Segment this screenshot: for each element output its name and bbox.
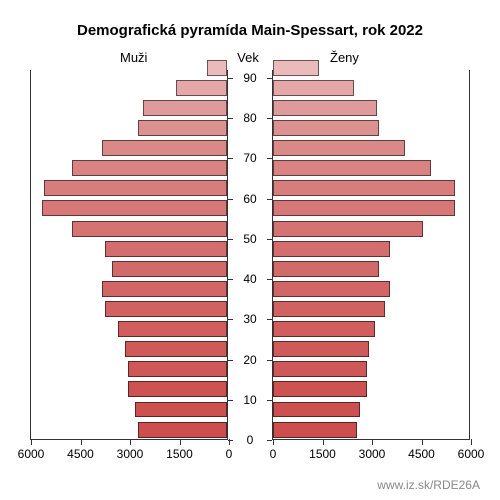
bar-men [112,261,228,277]
bar-men [42,200,227,216]
bar-women [273,180,455,196]
bar-women [273,422,357,438]
x-tick: 4500 [67,447,94,461]
y-tick: 50 [243,232,256,246]
bar-women [273,341,369,357]
x-tick: 0 [226,447,233,461]
x-tick: 0 [270,447,277,461]
bar-men [102,140,227,156]
chart-title: Demografická pyramída Main-Spessart, rok… [0,22,500,39]
bar-women [273,200,455,216]
y-tick: 20 [243,353,256,367]
label-women: Ženy [330,50,359,65]
bar-women [273,321,375,337]
bar-men [44,180,227,196]
right-half: 01500300045006000 [272,70,470,440]
bar-women [273,140,405,156]
bar-women [273,120,379,136]
bar-women [273,100,377,116]
bar-women [273,221,423,237]
bar-men [128,361,227,377]
bar-women [273,281,390,297]
bar-women [273,361,367,377]
bar-women [273,381,367,397]
bar-men [138,422,227,438]
x-tick: 1500 [166,447,193,461]
bar-men [135,402,227,418]
bar-men [207,60,227,76]
bar-men [138,120,227,136]
bar-men [176,80,227,96]
bar-men [72,160,227,176]
x-tick: 1500 [309,447,336,461]
bar-men [105,241,227,257]
bar-men [102,281,227,297]
left-half: 01500300045006000 [30,70,228,440]
y-tick: 90 [243,71,256,85]
footer-text: www.iz.sk/RDE26A [377,478,480,492]
bar-women [273,241,390,257]
bar-men [72,221,227,237]
y-tick: 0 [247,433,254,447]
y-tick: 10 [243,393,256,407]
y-tick: 40 [243,272,256,286]
y-tick: 60 [243,192,256,206]
bar-women [273,261,379,277]
bar-men [105,301,227,317]
bar-women [273,402,360,418]
x-tick: 3000 [117,447,144,461]
y-tick: 80 [243,111,256,125]
y-tick: 30 [243,312,256,326]
x-tick: 6000 [458,447,485,461]
bar-women [273,80,354,96]
bar-women [273,301,385,317]
x-tick: 6000 [18,447,45,461]
bar-men [118,321,227,337]
label-age: Vek [237,50,259,65]
bar-men [125,341,227,357]
plot-area: 01500300045006000 01500300045006000 0102… [30,70,470,440]
label-men: Muži [120,50,147,65]
y-tick: 70 [243,151,256,165]
x-tick: 3000 [359,447,386,461]
bar-men [128,381,227,397]
bar-women [273,60,319,76]
bar-men [143,100,227,116]
x-tick: 4500 [408,447,435,461]
bar-women [273,160,431,176]
